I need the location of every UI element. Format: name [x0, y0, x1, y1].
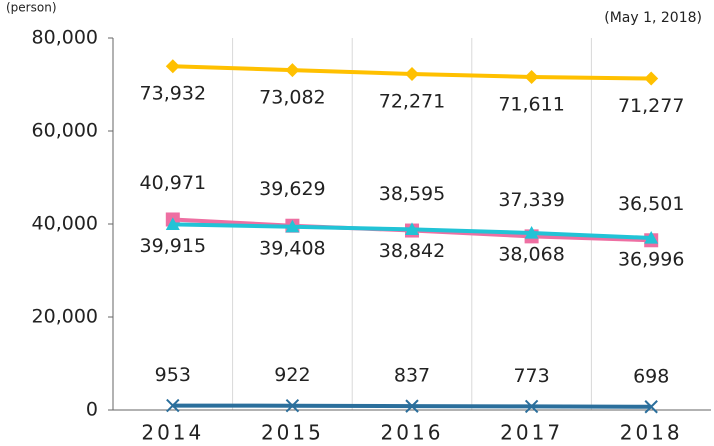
data-label: 36,996 — [618, 248, 684, 270]
y-tick-label: 0 — [86, 399, 98, 421]
x-tick-label: 2016 — [381, 421, 444, 445]
marker — [285, 63, 300, 78]
marker — [405, 399, 419, 413]
marker — [524, 225, 539, 239]
data-label: 71,277 — [618, 95, 684, 117]
data-label: 71,611 — [498, 94, 564, 116]
marker — [166, 398, 180, 413]
data-label: 72,271 — [379, 90, 445, 112]
marker — [285, 399, 300, 413]
data-label: 698 — [633, 365, 669, 387]
marker — [165, 59, 180, 74]
y-tick-label: 60,000 — [32, 120, 98, 142]
note: (May 1, 2018) — [604, 10, 702, 26]
marker — [644, 230, 659, 244]
y-tick-label: 80,000 — [32, 27, 98, 49]
data-label: 953 — [155, 364, 191, 386]
data-label: 39,408 — [259, 237, 325, 259]
y-tick-label: 20,000 — [32, 306, 98, 328]
x-tick-label: 2015 — [261, 421, 324, 445]
marker — [524, 70, 539, 85]
data-label: 40,971 — [140, 172, 206, 194]
data-label: 38,068 — [498, 243, 564, 265]
data-label: 73,932 — [140, 83, 206, 105]
marker — [405, 222, 419, 235]
x-tick-label: 2017 — [500, 421, 563, 445]
data-label: 73,082 — [259, 87, 325, 109]
data-label: 837 — [394, 365, 430, 387]
marker — [524, 399, 539, 414]
data-label: 773 — [513, 365, 549, 387]
data-label: 39,915 — [140, 235, 206, 257]
data-label: 39,629 — [259, 178, 325, 200]
marker — [405, 66, 419, 81]
unit-label: (person) — [6, 1, 57, 15]
marker — [165, 217, 180, 230]
x-tick-label: 2014 — [141, 421, 204, 445]
marker — [644, 400, 658, 414]
data-label: 38,842 — [379, 240, 445, 262]
x-tick-label: 2018 — [620, 421, 683, 445]
y-tick-label: 40,000 — [32, 213, 98, 235]
data-label: 38,595 — [379, 183, 445, 205]
marker — [644, 71, 659, 86]
data-label: 36,501 — [618, 193, 684, 215]
marker — [285, 219, 300, 233]
data-label: 922 — [274, 364, 310, 386]
data-label: 37,339 — [498, 189, 564, 211]
